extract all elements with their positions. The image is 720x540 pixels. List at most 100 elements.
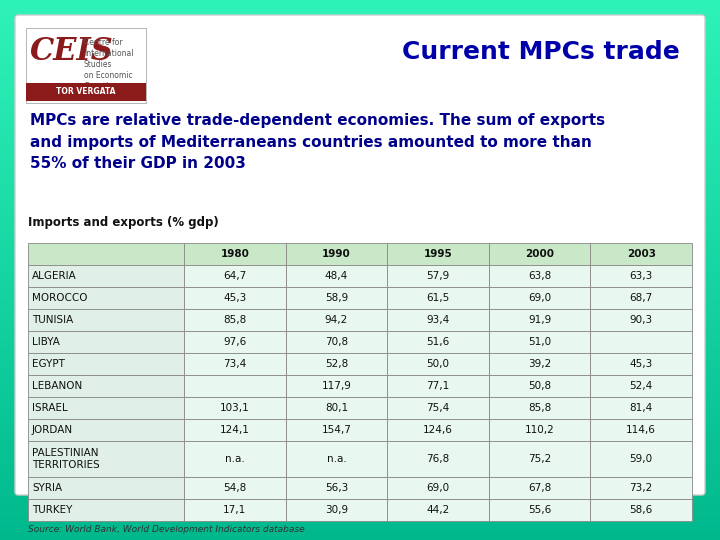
Bar — [0, 230, 720, 232]
Bar — [286, 441, 387, 477]
Bar — [184, 375, 286, 397]
Bar — [0, 243, 720, 246]
Bar — [0, 346, 720, 348]
Text: 97,6: 97,6 — [223, 337, 246, 347]
Bar — [0, 32, 720, 35]
Bar — [0, 310, 720, 313]
Bar — [0, 481, 720, 483]
Text: 61,5: 61,5 — [426, 293, 450, 303]
Text: 52,4: 52,4 — [629, 381, 653, 391]
Text: MPCs are relative trade-dependent economies. The sum of exports
and imports of M: MPCs are relative trade-dependent econom… — [30, 113, 605, 171]
Bar — [0, 130, 720, 132]
Text: Imports and exports (% gdp): Imports and exports (% gdp) — [28, 216, 219, 229]
Bar — [590, 477, 692, 499]
Bar — [0, 246, 720, 248]
Bar — [0, 113, 720, 116]
Text: PALESTINIAN
TERRITORIES: PALESTINIAN TERRITORIES — [32, 448, 100, 470]
Bar — [0, 351, 720, 354]
Text: 75,4: 75,4 — [426, 403, 450, 413]
Bar — [0, 332, 720, 335]
Text: 124,6: 124,6 — [423, 425, 453, 435]
Bar — [0, 416, 720, 418]
Bar — [0, 381, 720, 383]
Bar — [28, 287, 184, 309]
Bar — [0, 70, 720, 73]
Text: 76,8: 76,8 — [426, 454, 450, 464]
Bar — [590, 375, 692, 397]
Bar — [0, 338, 720, 340]
Bar — [28, 397, 184, 419]
Bar — [0, 35, 720, 38]
Bar — [0, 394, 720, 397]
Bar — [590, 499, 692, 521]
Bar — [0, 486, 720, 489]
Bar — [184, 265, 286, 287]
Bar — [0, 16, 720, 19]
Bar — [0, 273, 720, 275]
Bar — [0, 165, 720, 167]
Text: ALGERIA: ALGERIA — [32, 271, 77, 281]
Bar — [28, 375, 184, 397]
Bar — [28, 331, 184, 353]
Bar — [489, 309, 590, 331]
Bar — [286, 243, 387, 265]
Bar — [0, 367, 720, 370]
Bar — [0, 270, 720, 273]
Bar — [0, 313, 720, 316]
Text: 69,0: 69,0 — [528, 293, 552, 303]
Bar — [184, 309, 286, 331]
Bar — [0, 443, 720, 445]
Text: ISRAEL: ISRAEL — [32, 403, 68, 413]
Text: 68,7: 68,7 — [629, 293, 653, 303]
Bar — [0, 400, 720, 402]
Bar — [286, 309, 387, 331]
Text: 103,1: 103,1 — [220, 403, 250, 413]
Text: 80,1: 80,1 — [325, 403, 348, 413]
Bar — [590, 331, 692, 353]
Bar — [0, 178, 720, 181]
Bar — [184, 397, 286, 419]
Text: 91,9: 91,9 — [528, 315, 552, 325]
FancyBboxPatch shape — [15, 15, 705, 495]
Bar — [0, 316, 720, 319]
Bar — [0, 392, 720, 394]
Bar — [0, 432, 720, 435]
Bar — [0, 437, 720, 440]
Bar — [0, 435, 720, 437]
Bar — [0, 516, 720, 518]
Text: 50,0: 50,0 — [426, 359, 449, 369]
Bar — [0, 22, 720, 24]
Bar — [286, 419, 387, 441]
Bar — [0, 535, 720, 537]
Bar — [0, 259, 720, 262]
Bar — [26, 28, 146, 103]
Bar — [489, 243, 590, 265]
Bar — [489, 331, 590, 353]
Bar — [0, 5, 720, 8]
Bar — [0, 475, 720, 478]
Text: Current MPCs trade: Current MPCs trade — [402, 40, 680, 64]
Bar — [0, 489, 720, 491]
Bar — [0, 329, 720, 332]
Text: 54,8: 54,8 — [223, 483, 246, 493]
Bar — [0, 491, 720, 494]
Bar — [489, 441, 590, 477]
Bar — [0, 140, 720, 143]
Bar — [0, 100, 720, 103]
Bar — [0, 68, 720, 70]
Text: 93,4: 93,4 — [426, 315, 450, 325]
Bar — [0, 105, 720, 108]
Text: 85,8: 85,8 — [223, 315, 246, 325]
Bar — [0, 370, 720, 373]
Bar — [0, 497, 720, 500]
Bar — [0, 324, 720, 327]
Bar — [590, 353, 692, 375]
Bar — [286, 265, 387, 287]
Bar — [0, 386, 720, 389]
Bar — [184, 243, 286, 265]
Text: TUNISIA: TUNISIA — [32, 315, 73, 325]
Text: 58,9: 58,9 — [325, 293, 348, 303]
Bar — [0, 232, 720, 235]
Bar — [489, 265, 590, 287]
Bar — [184, 287, 286, 309]
